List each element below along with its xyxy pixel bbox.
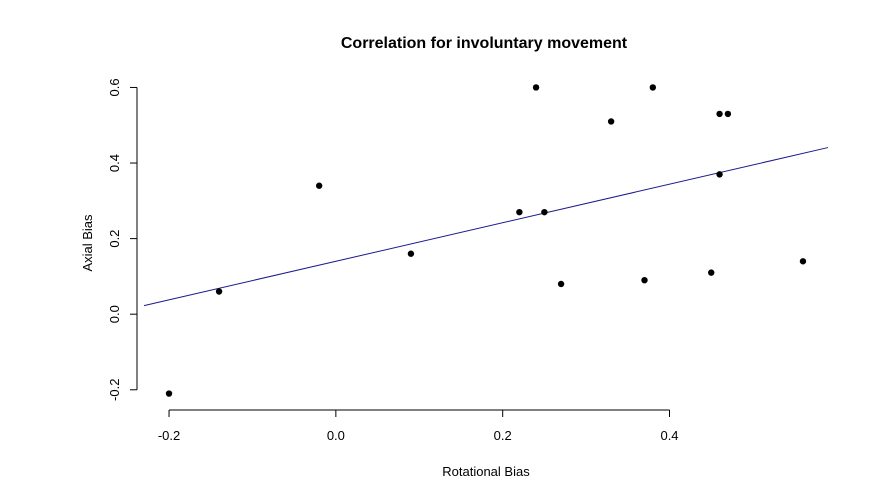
x-axis-label: Rotational Bias — [442, 464, 530, 479]
x-tick-label: 0.0 — [327, 428, 345, 443]
chart-title: Correlation for involuntary movement — [341, 35, 628, 52]
data-points — [165, 84, 807, 397]
x-tick-label: 0.2 — [494, 428, 512, 443]
data-point — [407, 250, 415, 257]
x-tick-label: -0.2 — [158, 428, 180, 443]
regression-line — [143, 147, 829, 307]
y-tick-label: -0.2 — [107, 379, 122, 401]
data-point — [708, 269, 715, 276]
data-point — [649, 84, 657, 91]
data-point — [607, 118, 615, 125]
data-point — [716, 171, 723, 178]
data-point — [799, 258, 807, 265]
data-point — [716, 110, 723, 118]
data-point — [215, 288, 223, 295]
data-point — [641, 276, 648, 284]
data-point — [724, 110, 732, 118]
y-axis: -0.2 0.0 0.2 0.4 0.6 — [107, 78, 138, 401]
data-point — [532, 84, 540, 91]
y-tick-label: 0.6 — [107, 78, 122, 96]
y-tick-label: 0.4 — [107, 154, 122, 172]
data-point — [516, 208, 523, 216]
data-point — [557, 280, 565, 288]
data-point — [315, 182, 323, 189]
y-tick-label: 0.0 — [107, 305, 122, 323]
y-axis-label: Axial Bias — [80, 214, 95, 272]
regression-line-group — [143, 147, 829, 307]
data-point — [165, 390, 173, 397]
data-point — [541, 208, 548, 216]
y-tick-label: 0.2 — [107, 230, 122, 248]
x-axis: -0.2 0.0 0.2 0.4 — [158, 409, 679, 443]
x-tick-label: 0.4 — [660, 428, 678, 443]
